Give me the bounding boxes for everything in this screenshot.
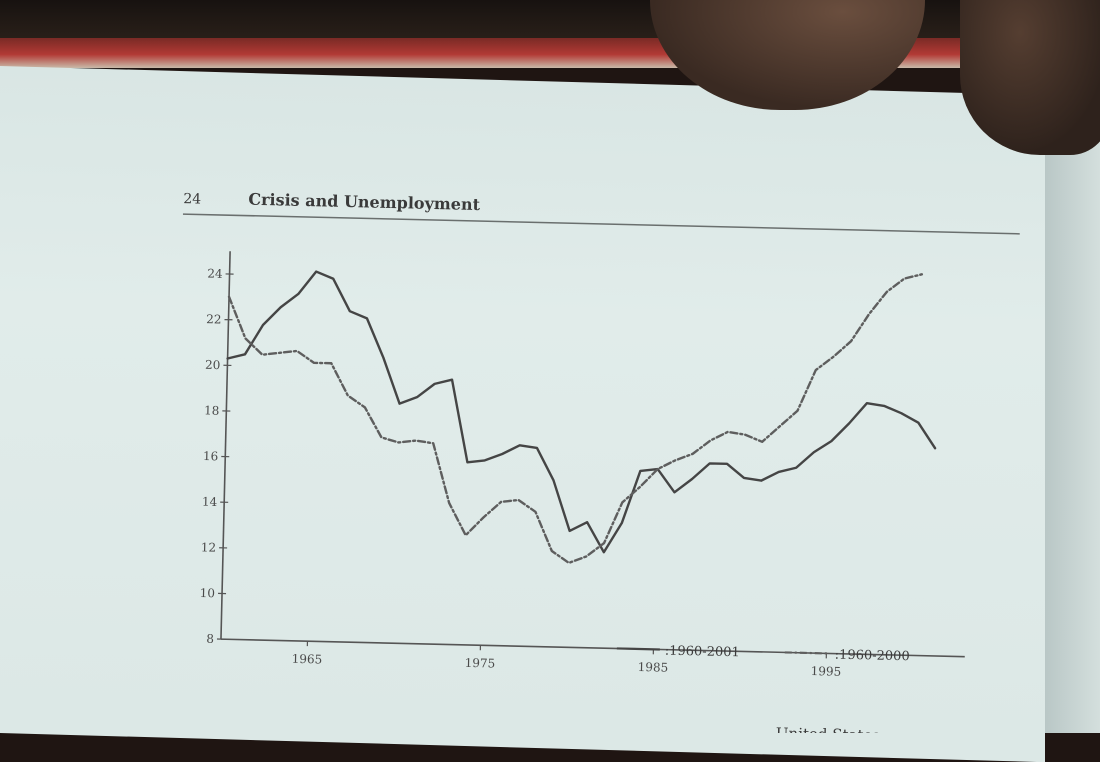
footer-fragment: United States bbox=[776, 724, 881, 733]
page-number: 24 bbox=[183, 191, 201, 207]
y-tick-label: 24 bbox=[207, 267, 223, 281]
y-tick-label: 12 bbox=[201, 540, 217, 554]
series-line-0 bbox=[223, 270, 939, 560]
y-tick-label: 14 bbox=[202, 495, 218, 509]
x-tick-label: 1975 bbox=[465, 656, 496, 671]
header-rule bbox=[183, 214, 1020, 234]
y-tick-label: 10 bbox=[200, 586, 216, 600]
y-tick-label: 22 bbox=[206, 312, 222, 326]
running-title: Crisis and Unemployment bbox=[248, 190, 481, 214]
x-tick-label: 1965 bbox=[292, 652, 323, 667]
y-tick-label: 20 bbox=[205, 358, 221, 372]
y-tick-label: 18 bbox=[204, 403, 220, 417]
chart-series bbox=[223, 258, 939, 571]
y-axis-line bbox=[221, 251, 230, 639]
legend-label-0: :1960-2001 bbox=[665, 644, 740, 661]
series-line-1 bbox=[223, 258, 922, 571]
chart-axes: 8 10 12 14 16 18 20 22 24 1965 1975 1985 1995 bbox=[198, 251, 974, 682]
x-tick-label: 1995 bbox=[811, 664, 842, 679]
legend-label-1: :1960-2000 bbox=[835, 648, 910, 665]
legend-swatch-0 bbox=[617, 648, 660, 649]
unemployment-line-chart: 24 Crisis and Unemployment 8 10 12 14 16 18 20… bbox=[0, 0, 1100, 733]
y-tick-label: 8 bbox=[206, 632, 214, 646]
x-tick-label: 1985 bbox=[638, 660, 669, 675]
y-tick-label: 16 bbox=[203, 449, 219, 463]
